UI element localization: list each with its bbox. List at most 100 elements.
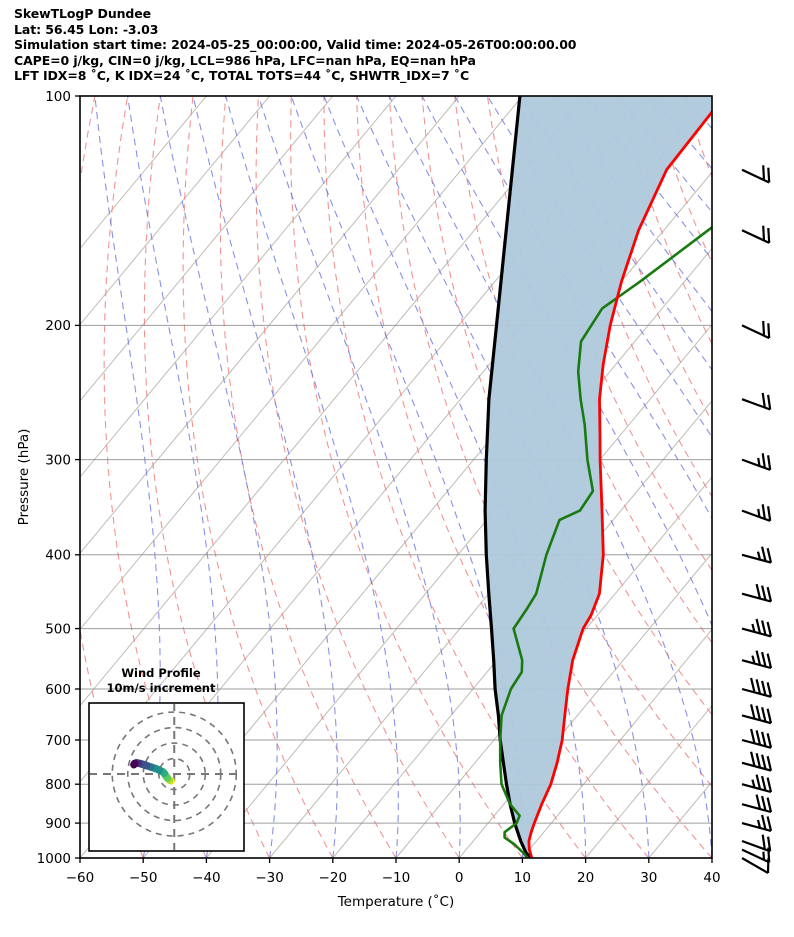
- barb-shaft: [741, 822, 772, 832]
- barb-shaft: [741, 803, 772, 814]
- barb-full: [761, 620, 767, 636]
- isotherm-line: [80, 96, 397, 478]
- wind-barb-column: [741, 165, 773, 874]
- barb-shaft: [741, 738, 772, 749]
- barb-full: [755, 705, 762, 721]
- shaded-saturated-region: [485, 96, 712, 858]
- dry-adiabat-line: [763, 0, 794, 618]
- wind-barb: [741, 814, 773, 832]
- barb-shaft: [741, 229, 770, 244]
- barb-full: [766, 547, 773, 563]
- barb-full: [766, 816, 773, 832]
- hodograph-area: [90, 704, 243, 850]
- wind-barb: [741, 834, 772, 853]
- x-tick-label: −10: [382, 870, 411, 886]
- barb-full: [766, 733, 773, 749]
- y-tick-label: 200: [45, 318, 71, 334]
- mixing-ratio-line: [707, 0, 794, 372]
- isotherm-line: [332, 400, 712, 858]
- barb-full: [761, 834, 766, 850]
- barb-shaft: [741, 509, 771, 522]
- dry-adiabat-line: [585, 96, 712, 423]
- inset-title-line1: Wind Profile: [121, 666, 201, 680]
- inset-title-line2: 10m/s increment: [107, 681, 216, 695]
- wind-barb: [741, 704, 773, 725]
- wind-barb: [741, 618, 773, 638]
- mixing-ratio-line: [486, 96, 712, 439]
- wind-barb: [741, 320, 771, 340]
- mixing-ratio-line: [159, 96, 278, 858]
- wind-barb: [741, 504, 772, 522]
- barb-full: [766, 755, 773, 771]
- barb-full: [761, 754, 767, 770]
- barb-full: [750, 704, 756, 719]
- barb-shaft: [741, 324, 770, 340]
- barb-shaft: [741, 848, 770, 864]
- barb-full: [761, 731, 767, 747]
- barb-shaft: [741, 783, 772, 794]
- barb-shaft: [741, 839, 771, 853]
- dry-adiabat-line: [323, 96, 587, 858]
- isotherm-line: [80, 96, 460, 554]
- barb-full: [755, 752, 762, 768]
- wind-barb: [741, 165, 771, 184]
- barb-full: [767, 836, 772, 852]
- y-axis-title: Pressure (hPa): [16, 429, 32, 526]
- barb-full: [766, 708, 773, 724]
- dry-adiabat-line: [80, 96, 144, 858]
- header-cape-line: CAPE=0 j/kg, CIN=0 j/kg, LCL=986 hPa, LF…: [14, 52, 476, 68]
- wind-barb: [741, 728, 773, 749]
- y-tick-label: 600: [45, 682, 71, 698]
- mixing-ratio-line: [192, 96, 338, 858]
- y-tick-label: 100: [45, 89, 71, 105]
- header-indices-line: LFT IDX=8 ˚C, K IDX=24 ˚C, TOTAL TOTS=44…: [14, 68, 470, 84]
- barb-full: [766, 653, 773, 669]
- mixing-ratio-line: [323, 96, 587, 858]
- barb-full: [762, 225, 766, 241]
- barb-shaft: [741, 168, 770, 184]
- barb-full: [761, 814, 767, 830]
- mixing-ratio-lines: [94, 0, 794, 858]
- barb-half: [757, 457, 761, 467]
- barb-full: [755, 618, 762, 634]
- x-tick-label: −30: [255, 870, 284, 886]
- x-tick-label: 40: [703, 870, 720, 886]
- isotherm-line: [80, 96, 270, 326]
- barb-full: [750, 728, 756, 744]
- dry-adiabat-line: [182, 96, 334, 858]
- barb-full: [766, 682, 773, 698]
- y-tick-label: 500: [45, 621, 71, 637]
- barb-shaft: [741, 687, 772, 698]
- y-tick-label: 300: [45, 452, 71, 468]
- wind-barb: [741, 650, 773, 670]
- y-tick-label: 1000: [37, 851, 71, 867]
- pressure-gridlines: [80, 96, 712, 858]
- y-tick-label: 800: [45, 777, 71, 793]
- barb-full: [755, 650, 762, 666]
- dry-adiabat-line: [421, 96, 712, 788]
- dry-adiabat-line: [552, 96, 712, 498]
- wind-barb: [741, 392, 772, 411]
- barb-shaft: [741, 659, 772, 670]
- barb-full: [766, 621, 773, 637]
- temperature-curve: [527, 109, 712, 858]
- barb-shaft: [741, 458, 771, 471]
- dry-adiabat-line: [290, 96, 523, 858]
- mixing-ratio-line: [225, 96, 399, 858]
- barb-full: [761, 795, 767, 811]
- barb-half: [751, 655, 756, 664]
- wind-barb: [741, 751, 773, 772]
- x-tick-label: −40: [192, 870, 221, 886]
- header-title: SkewTLogP Dundee: [14, 6, 152, 21]
- y-tick-label: 400: [45, 548, 71, 564]
- barb-full: [767, 323, 771, 339]
- wind-barb: [741, 774, 773, 794]
- barb-full: [755, 679, 762, 695]
- mixing-ratio-line: [257, 96, 461, 858]
- barb-full: [750, 677, 756, 693]
- mixing-ratio-line: [127, 96, 219, 858]
- wind-barb: [741, 583, 773, 603]
